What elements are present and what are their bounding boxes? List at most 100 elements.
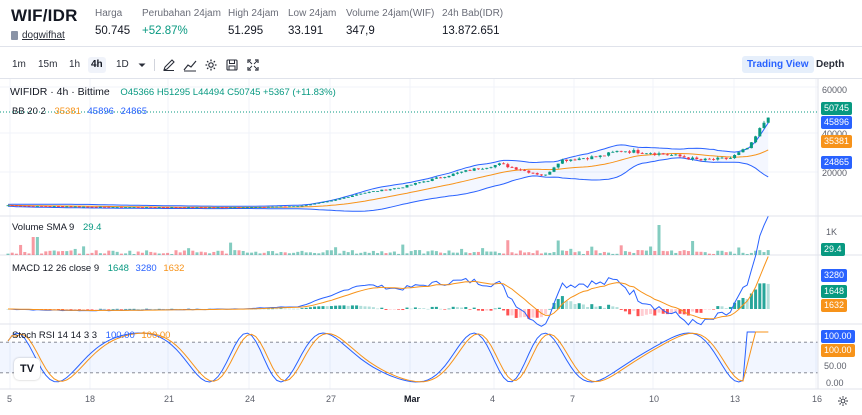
candle-body [405, 185, 409, 188]
coin-link[interactable]: dogwifhat [22, 30, 65, 41]
volume-bar [766, 250, 770, 255]
candle-body [586, 158, 590, 160]
volume-bar [321, 252, 325, 255]
volume-bar [707, 253, 711, 255]
candle-body [300, 205, 304, 207]
volume-bar [586, 250, 590, 255]
candle-body [695, 157, 699, 160]
volume-bar [174, 250, 178, 255]
macd-legend[interactable]: MACD 12 26 close 9 1648 3280 1632 [12, 263, 184, 274]
volume-bar [560, 250, 564, 255]
macd-histogram-bar [548, 308, 552, 310]
volume-legend[interactable]: Volume SMA 9 29.4 [12, 222, 101, 233]
volume-bar [741, 252, 745, 255]
stat-label: Perubahan 24jam [142, 8, 221, 19]
candle-body [241, 207, 245, 209]
timeframe-1m[interactable]: 1m [12, 59, 26, 70]
pair-block: WIF/IDR dogwifhat [11, 6, 78, 41]
volume-bar [649, 246, 653, 255]
volume-bar [35, 237, 39, 255]
last-price-tag: 50745 [821, 102, 853, 115]
chevron-down-icon[interactable] [134, 57, 150, 73]
price-chart-canvas[interactable] [0, 79, 862, 415]
volume-bar [439, 252, 443, 255]
candle-body [237, 207, 241, 209]
tradingview-logo-icon[interactable]: TV [14, 358, 40, 380]
timeframe-1d[interactable]: 1D [116, 59, 129, 70]
timeframe-4h[interactable]: 4h [88, 57, 106, 73]
ohlc-open: O45366 [120, 87, 155, 98]
volume-bar [237, 250, 241, 255]
volume-bar [346, 252, 350, 255]
volume-bar [745, 253, 749, 255]
volume-bar [355, 253, 359, 255]
macd-histogram-bar [359, 305, 363, 309]
candle-body [754, 136, 758, 143]
volume-bar [187, 248, 191, 255]
volume-bar [577, 251, 581, 255]
macd-histogram-bar [418, 308, 422, 309]
depth-tab[interactable]: Depth [816, 59, 845, 70]
candle-body [346, 196, 350, 198]
fullscreen-icon[interactable] [245, 57, 261, 73]
stat-value: 13.872.651 [442, 25, 500, 37]
macd-histogram-bar [586, 307, 590, 309]
volume-bar [548, 252, 552, 255]
bb-legend[interactable]: BB 20 2 35381 45896 24865 [12, 106, 147, 117]
stoch-legend[interactable]: Stoch RSI 14 14 3 3 100.00 100.00 [12, 330, 170, 341]
stat-value: 51.295 [228, 25, 264, 37]
candle-body [556, 163, 560, 168]
macd-histogram-bar [699, 309, 703, 313]
candle-body [531, 172, 535, 174]
macd-histogram-bar [623, 309, 627, 312]
volume-bar [107, 250, 111, 255]
candle-body [644, 153, 648, 155]
settings-gear-icon[interactable] [203, 57, 219, 73]
candle-body [212, 207, 216, 209]
macd-histogram-bar [140, 308, 144, 310]
save-icon[interactable] [224, 57, 240, 73]
macd-histogram-bar [443, 309, 447, 310]
macd-histogram-bar [565, 300, 569, 309]
candle-body [590, 156, 594, 160]
macd-histogram-bar [678, 309, 682, 314]
candle-body [502, 163, 506, 165]
volume-bar [472, 252, 476, 255]
volume-bar [489, 251, 493, 255]
trading-view-tab[interactable]: Trading View [742, 56, 814, 73]
macd-histogram-bar [82, 309, 86, 310]
candle-body [195, 207, 199, 209]
draw-pencil-icon[interactable] [161, 57, 177, 73]
candle-body [464, 170, 468, 172]
macd-histogram-bar [544, 309, 548, 315]
timeframe-1h[interactable]: 1h [69, 59, 81, 70]
candle-body [539, 174, 543, 176]
candle-body [321, 202, 325, 203]
volume-bar [103, 253, 107, 255]
macd-histogram-bar [468, 309, 472, 310]
volume-bar [455, 252, 459, 255]
candle-body [640, 153, 644, 155]
chart-settings-gear-icon[interactable] [836, 394, 850, 408]
candle-body [65, 206, 69, 208]
candle-body [203, 207, 207, 209]
volume-bar [334, 247, 338, 255]
candle-body [565, 159, 569, 161]
volume-bar [628, 251, 632, 255]
stoch-rsi-pane [0, 331, 818, 383]
macd-histogram-bar [388, 309, 392, 310]
indicators-icon[interactable] [182, 57, 198, 73]
macd-histogram-bar [367, 306, 371, 309]
volume-bar [485, 251, 489, 255]
volume-bar [149, 251, 153, 255]
volume-bar [464, 252, 468, 255]
candle-body [506, 164, 510, 168]
volume-bar [539, 253, 543, 255]
candle-body [182, 207, 186, 209]
candle-body [19, 205, 23, 207]
timeframe-15m[interactable]: 15m [38, 59, 58, 70]
volume-bar [224, 253, 228, 255]
candle-body [573, 159, 577, 161]
volume-bar [31, 237, 35, 255]
volume-bar [443, 253, 447, 255]
